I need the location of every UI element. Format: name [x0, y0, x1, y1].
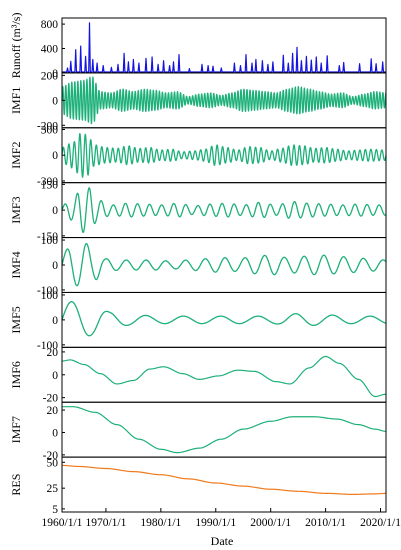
imf3-y-tick-label: -150: [37, 231, 58, 243]
imf2-y-tick-label: -300: [37, 176, 58, 188]
x-tick-label: 1960/1/1: [42, 517, 83, 529]
imf7-series-line: [62, 406, 387, 454]
x-tick-label: 2000/1/1: [250, 517, 291, 529]
runoff-y-tick-label: 400: [41, 43, 59, 55]
imf4-y-tick-label: -100: [37, 285, 58, 297]
x-tick-label: 2020/1/1: [360, 517, 401, 529]
res-y-tick-label: 25: [47, 483, 59, 495]
imf7-y-tick-label: 20: [47, 405, 59, 417]
imf7-y-tick-label: -20: [43, 450, 59, 462]
panel-imf7: -20 0 20 IMF7: [9, 401, 387, 462]
imf1-y-tick-label: -200: [37, 120, 58, 132]
panel-imf6: -20 0 20 IMF6: [9, 346, 387, 405]
runoff-y-tick-label: 0: [52, 68, 58, 80]
imf2-y-tick-label: 0: [52, 150, 58, 162]
imf7-y-tick-label: 0: [52, 427, 58, 439]
x-axis: 1960/1/1 1970/1/1 1980/1/1 1990/1/1 2000/1/1…: [42, 508, 401, 529]
imf4-series-line: [61, 242, 387, 287]
imf1-y-label: IMF1: [9, 87, 23, 114]
imf6-y-tick-label: 20: [47, 347, 59, 359]
panel-imf4: -100 0 100 IMF4: [9, 235, 387, 297]
imf7-y-label: IMF7: [9, 416, 23, 443]
panel-res: 25 50 5 RES: [9, 456, 387, 516]
imf5-y-tick-label: 0: [52, 315, 58, 327]
imf6-series-line: [61, 355, 387, 398]
imf3-y-tick-label: 150: [41, 179, 59, 191]
imf6-y-tick-label: 0: [52, 370, 58, 382]
panel-imf2: -300 0 300 IMF2: [9, 124, 387, 188]
res-y-tick-label: 5: [52, 504, 58, 516]
runoff-y-tick-label: 800: [41, 19, 59, 31]
panel-imf3: -150 0 150 IMF3: [9, 179, 387, 243]
imf4-y-label: IMF4: [9, 251, 23, 278]
imf7-frame: [61, 401, 387, 458]
res-y-label: RES: [9, 474, 23, 496]
imf3-series-line: [61, 187, 387, 234]
x-tick-label: 1980/1/1: [140, 517, 181, 529]
imf4-y-tick-label: 0: [52, 260, 58, 272]
imf2-y-label: IMF2: [9, 142, 23, 169]
imf5-series-line: [61, 301, 387, 337]
x-tick-label: 1990/1/1: [195, 517, 236, 529]
res-series-line: [62, 464, 387, 495]
imf3-y-label: IMF3: [9, 196, 23, 223]
imf5-y-tick-label: 100: [41, 290, 59, 302]
x-tick-label: 1970/1/1: [85, 517, 126, 529]
res-y-tick-label: 50: [47, 457, 59, 469]
imf5-y-tick-label: -100: [37, 340, 58, 352]
runoff-frame: [61, 17, 387, 74]
res-frame: [61, 456, 387, 513]
imf5-y-label: IMF5: [9, 306, 23, 333]
imf6-y-label: IMF6: [9, 361, 23, 388]
imf1-y-tick-label: 0: [52, 95, 58, 107]
imf3-y-tick-label: 0: [52, 205, 58, 217]
imf4-frame: [61, 237, 387, 293]
imf2-series-line: [61, 133, 387, 178]
imf2-y-tick-label: 300: [41, 124, 59, 136]
imf5-frame: [61, 291, 387, 348]
x-axis-label: Date: [211, 534, 234, 548]
runoff-y-label: Runoff (m³/s): [9, 13, 23, 79]
imf1-y-tick-label: 200: [41, 70, 59, 82]
imf6-y-tick-label: -20: [43, 393, 59, 405]
panel-runoff: 0 400 800 Runoff (m³/s): [9, 13, 387, 80]
imf4-y-tick-label: 100: [41, 235, 59, 247]
imf1-series-line: [61, 76, 387, 125]
runoff-series-line: [62, 22, 386, 73]
panel-imf5: -100 0 100 IMF5: [9, 290, 387, 352]
x-tick-label: 2010/1/1: [305, 517, 346, 529]
